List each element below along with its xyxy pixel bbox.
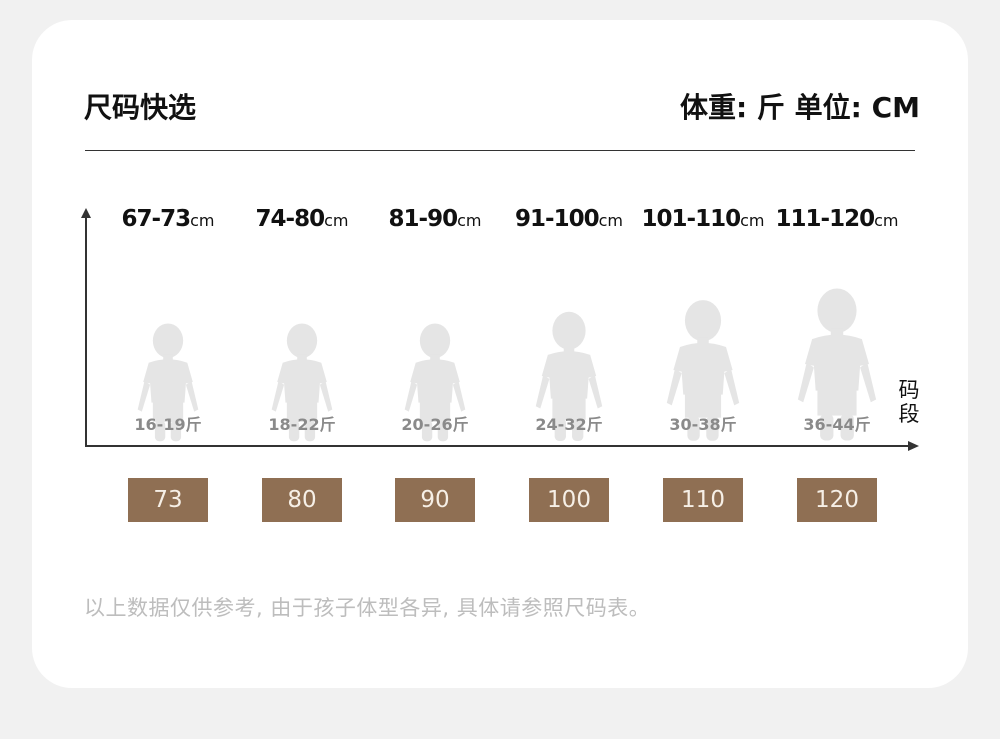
child-silhouette-icon [531,308,607,444]
size-button[interactable]: 120 [797,478,877,522]
height-range: 81-90cm [348,206,522,232]
size-column: 81-90cm 20-26斤 90 [368,0,502,739]
x-axis-label: 码段 [898,378,920,426]
child-silhouette-icon [267,320,336,444]
height-value: 101-110 [641,206,742,232]
height-range: 74-80cm [215,206,389,232]
size-column: 67-73cm 16-19斤 73 [101,0,235,739]
height-unit: cm [740,211,765,230]
size-button[interactable]: 90 [395,478,475,522]
height-range: 111-120cm [750,206,924,232]
height-unit: cm [457,211,482,230]
height-value: 91-100 [515,206,600,232]
height-unit: cm [598,211,623,230]
divider [85,150,915,151]
weight-range: 30-38斤 [669,415,737,434]
height-value: 67-73 [121,206,192,232]
size-column: 101-110cm 30-38斤 110 [636,0,770,739]
x-axis [85,445,910,447]
units-label: 体重: 斤 单位: CM [679,91,920,124]
height-unit: cm [324,211,349,230]
size-column: 74-80cm 18-22斤 80 [235,0,369,739]
weight-range: 24-32斤 [535,415,603,434]
height-range: 91-100cm [482,206,656,232]
page-title: 尺码快选 [84,91,197,124]
weight-range: 18-22斤 [268,415,336,434]
child-silhouette-icon [133,320,202,444]
child-silhouette-icon [400,320,469,444]
weight-range: 16-19斤 [134,415,202,434]
size-button[interactable]: 100 [529,478,609,522]
size-button[interactable]: 73 [128,478,208,522]
disclaimer-note: 以上数据仅供参考, 由于孩子体型各异, 具体请参照尺码表。 [84,596,651,620]
weight-range: 36-44斤 [803,415,871,434]
child-silhouette-icon [792,284,882,444]
height-range: 67-73cm [81,206,255,232]
height-unit: cm [874,211,899,230]
size-button[interactable]: 80 [262,478,342,522]
height-unit: cm [190,211,215,230]
y-axis-arrow-icon [81,208,91,218]
height-value: 81-90 [388,206,459,232]
height-value: 74-80 [255,206,326,232]
x-axis-arrow-icon [908,441,919,451]
size-column: 91-100cm 24-32斤 100 [502,0,636,739]
size-column: 111-120cm 36-44斤 120 [770,0,904,739]
child-silhouette-icon [662,296,745,444]
height-range: 101-110cm [616,206,790,232]
size-button[interactable]: 110 [663,478,743,522]
y-axis [85,216,87,447]
height-value: 111-120 [775,206,876,232]
weight-range: 20-26斤 [401,415,469,434]
